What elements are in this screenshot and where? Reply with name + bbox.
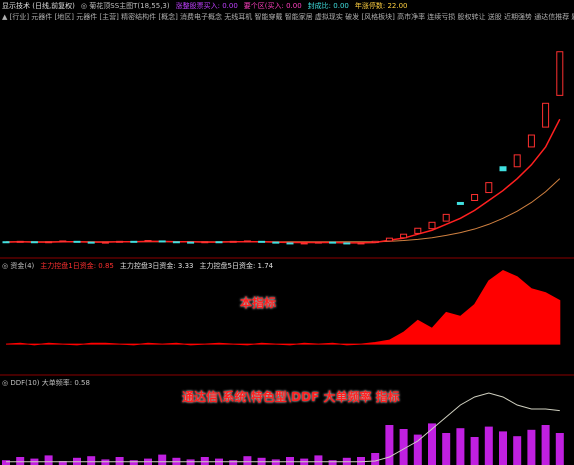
ddf-bar — [2, 460, 10, 465]
candle — [343, 242, 351, 245]
candle — [371, 240, 379, 244]
tag-row: ▲ [行业] 元器件 [地区] 元器件 [主营] 精密结构件 [概念] 消费电子… — [2, 12, 574, 22]
ddf-bar — [385, 425, 394, 465]
candle — [30, 241, 38, 244]
candle — [513, 154, 521, 168]
label-segment: 主力控盘3日资金: 3.33 — [119, 262, 194, 270]
ddf-bar — [484, 426, 493, 465]
ddf-bar — [286, 457, 294, 465]
ddf-bar — [456, 428, 465, 465]
candle — [385, 237, 393, 242]
candle — [229, 240, 237, 243]
candle — [300, 242, 308, 245]
ddf-bar — [413, 434, 422, 465]
annotation: 本指标 — [240, 296, 277, 310]
label-segment: 涨整股票买入: 0.00 — [175, 2, 238, 10]
label-segment: 主力控盘1日资金: 0.85 — [40, 262, 114, 270]
ddf-bar — [442, 433, 451, 465]
ddf-bar — [200, 457, 209, 465]
header-row: 显示技术 (日线,前复权) ◎ 菊花顶SS主图T(18,55,3) 涨整股票买入: … — [2, 1, 407, 11]
candle — [485, 182, 493, 194]
candle — [286, 242, 294, 245]
ddf-bar — [314, 455, 323, 465]
candle — [87, 241, 95, 244]
label-segment: 封成比: 0.00 — [307, 2, 349, 10]
panel-label: ◎ 资金(4) — [2, 262, 35, 270]
candle — [144, 240, 152, 243]
ddf-bar — [357, 457, 365, 465]
ddf-bar — [371, 453, 380, 465]
candle — [499, 166, 507, 172]
candle — [45, 241, 53, 244]
ddf-bar — [499, 431, 507, 465]
candle — [172, 241, 180, 244]
candle — [187, 241, 195, 244]
ddf-bar — [527, 429, 536, 465]
candle — [428, 221, 436, 230]
fund-header: ◎ 资金(4) 主力控盘1日资金: 0.85 主力控盘3日资金: 3.33 主力控盘5… — [2, 261, 273, 271]
candle — [272, 241, 280, 244]
label-segment: 显示技术 (日线,前复权) — [2, 2, 75, 10]
ddf-bar — [16, 457, 25, 465]
candle — [414, 227, 422, 234]
candle — [16, 240, 24, 243]
ddf-bar — [158, 454, 167, 465]
ddf-bar — [470, 437, 479, 465]
candle — [442, 213, 450, 222]
candle — [73, 240, 81, 243]
candle — [201, 241, 209, 244]
annotation: 通达信\系统\特色型\DDF 大单频率 指标 — [182, 390, 400, 404]
ddf-bar — [115, 457, 124, 465]
candle — [158, 240, 166, 243]
ddf-bar — [328, 460, 337, 465]
label-segment: ◎ 菊花顶SS主图T(18,55,3) — [80, 2, 170, 10]
candle — [101, 241, 109, 244]
ddf-header: ◎ DDF(10) 大单频率: 0.58 — [2, 378, 90, 388]
ddf-bar — [129, 460, 138, 465]
candle — [527, 134, 535, 148]
candle — [130, 240, 138, 243]
ddf-bar — [229, 460, 238, 465]
candle — [471, 194, 479, 201]
candle — [542, 102, 550, 128]
ddf-bar — [87, 456, 96, 465]
label-segment: 要个区(买入: 0.00 — [243, 2, 302, 10]
candle — [314, 241, 322, 244]
candle — [400, 233, 408, 239]
candle — [2, 241, 10, 244]
fund-area — [5, 269, 561, 346]
ddf-bar — [399, 429, 408, 465]
tags: ▲ [行业] 元器件 [地区] 元器件 [主营] 精密结构件 [概念] 消费电子… — [2, 13, 574, 21]
candle — [329, 241, 337, 244]
ddf-bar — [428, 423, 436, 465]
ddf-bar — [58, 461, 67, 465]
candle — [258, 240, 266, 243]
ma-slow — [6, 178, 561, 243]
ddf-bar — [541, 425, 550, 465]
ddf-bar — [44, 455, 53, 465]
candle — [215, 241, 223, 244]
candle — [456, 201, 464, 205]
candle — [59, 240, 67, 243]
label-segment: 主力控盘5日资金: 1.74 — [199, 262, 274, 270]
ma-fast — [5, 118, 561, 244]
candle — [556, 51, 564, 96]
label-segment: 年涨停数: 22.00 — [354, 2, 408, 10]
ddf-line — [6, 392, 560, 463]
panel-label: ◎ DDF(10) 大单频率: 0.58 — [2, 379, 90, 387]
candle — [243, 240, 251, 243]
candle — [116, 240, 124, 243]
ddf-bar — [243, 456, 252, 465]
ddf-bar — [555, 433, 564, 465]
ddf-bar — [513, 436, 522, 465]
candle — [357, 242, 365, 245]
